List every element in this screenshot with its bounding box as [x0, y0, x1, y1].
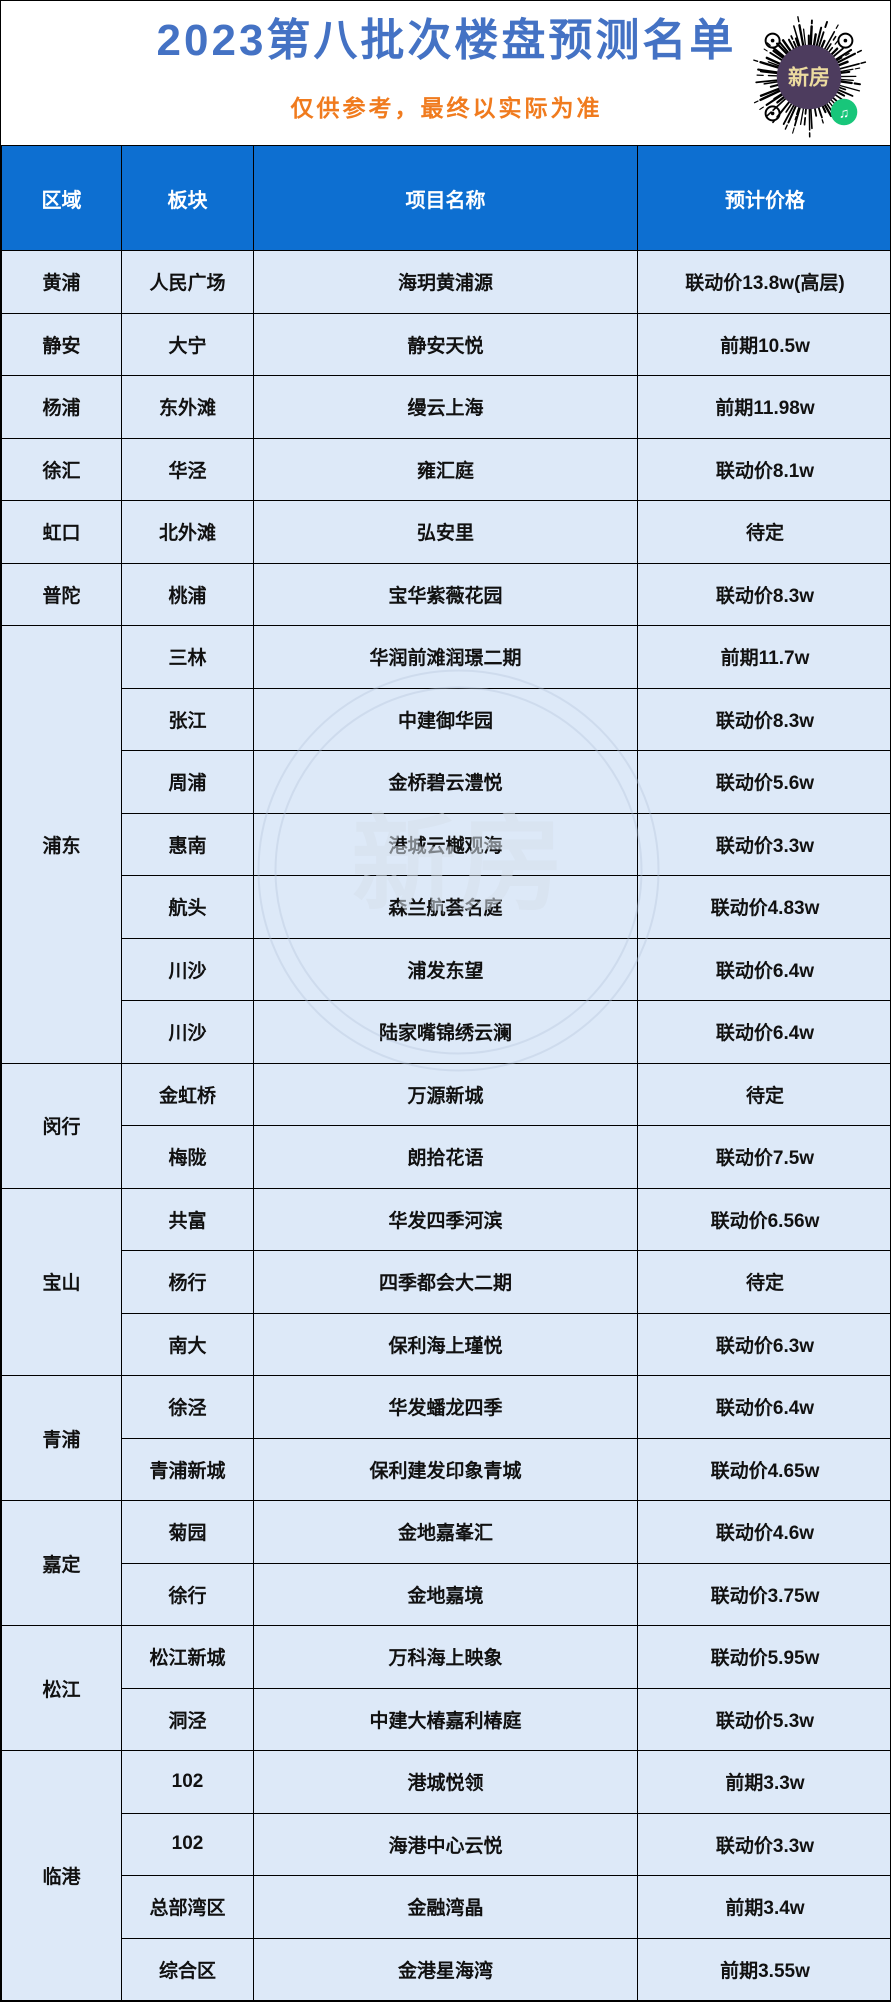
svg-text:新房: 新房 — [788, 66, 830, 90]
svg-text:♫: ♫ — [839, 105, 850, 121]
